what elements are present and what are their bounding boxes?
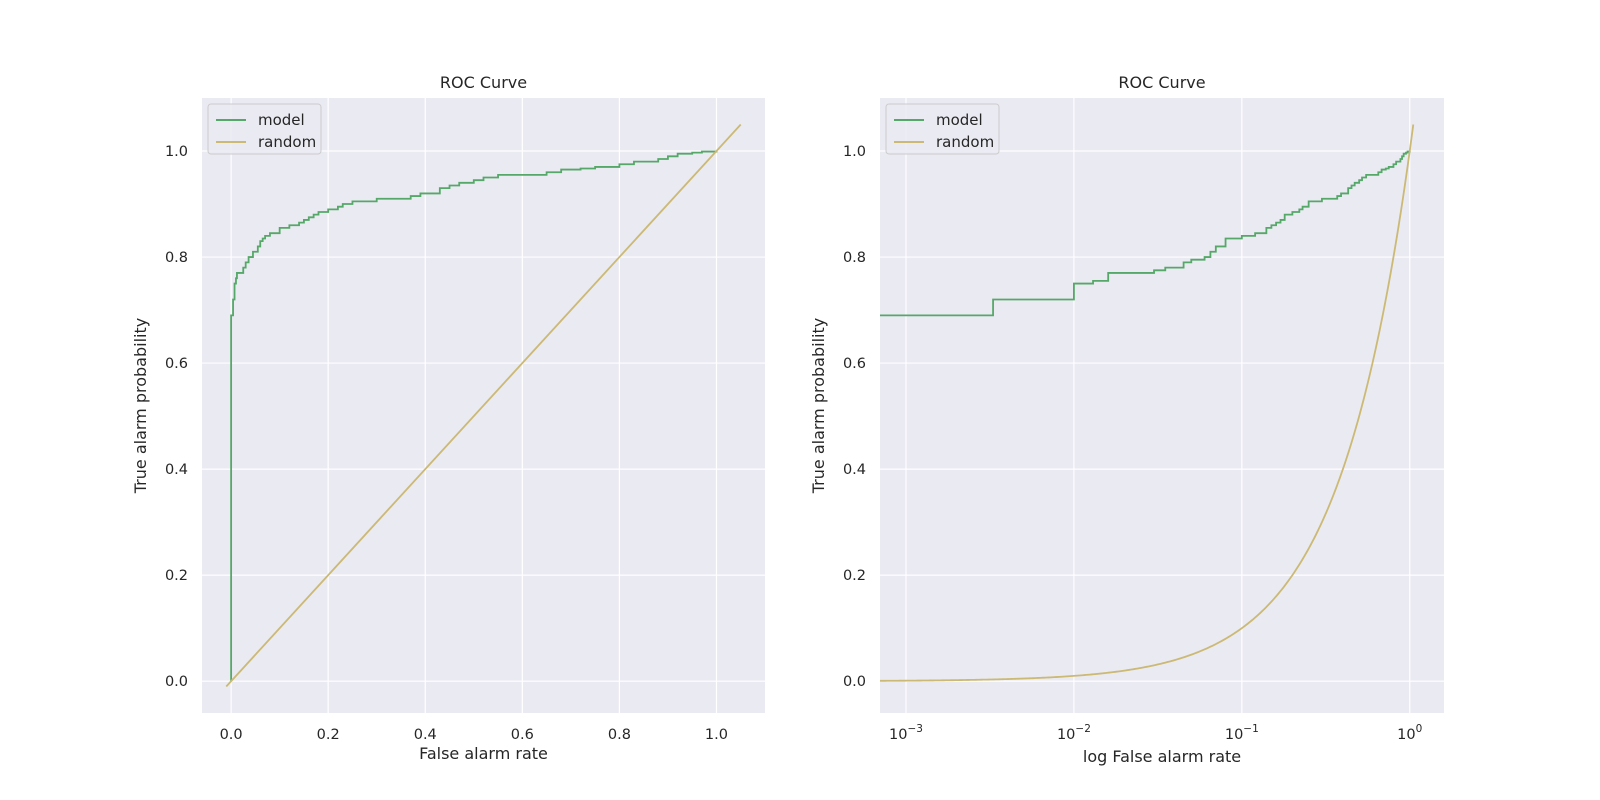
x-tick-label: 0.6 — [511, 727, 534, 743]
chart-panel-1: ROC Curve 0.0 0.2 0.4 0.6 0.8 1.0 0.0 0.2 0.4 0.6 0… — [131, 73, 765, 763]
y-tick-label: 0.8 — [843, 250, 866, 266]
y-axis-label: True alarm probability — [131, 318, 150, 494]
series-model-line — [230, 150, 718, 682]
x-axis-label: False alarm rate — [419, 744, 548, 763]
legend-label-random: random — [258, 133, 316, 151]
y-tick-label: 1.0 — [165, 144, 188, 160]
legend-label-model: model — [258, 111, 305, 129]
y-tick-label: 0.6 — [843, 356, 866, 372]
legend: model random — [885, 103, 1000, 155]
y-tick-label: 0.2 — [165, 568, 188, 584]
y-tick-label: 1.0 — [843, 144, 866, 160]
y-tick-label: 0.4 — [165, 462, 188, 478]
x-tick-label: 10−2 — [1057, 723, 1091, 743]
chart-panel-2: ROC Curve 10−3 10−2 10−1 100 0.0 0.2 0.4 0.6 0.8 1… — [809, 73, 1444, 766]
plot-background — [880, 98, 1444, 713]
x-tick-label: 0.2 — [317, 727, 340, 743]
chart-title: ROC Curve — [440, 73, 527, 92]
series-random-line — [880, 124, 1415, 682]
x-tick-exponent: −1 — [1243, 723, 1258, 735]
x-tick-label: 10−3 — [889, 723, 923, 743]
legend: model random — [207, 103, 322, 155]
x-tick-exponent: −2 — [1075, 723, 1090, 735]
x-tick-exponent: −3 — [907, 723, 922, 735]
x-tick-label: 0.4 — [414, 727, 437, 743]
legend-label-random: random — [936, 133, 994, 151]
y-tick-label: 0.4 — [843, 462, 866, 478]
legend-label-model: model — [936, 111, 983, 129]
x-tick-label: 0.0 — [220, 727, 243, 743]
y-tick-label: 0.0 — [165, 674, 188, 690]
series-random-line — [225, 123, 742, 688]
x-tick-label: 1.0 — [705, 727, 728, 743]
y-tick-label: 0.6 — [165, 356, 188, 372]
chart-title: ROC Curve — [1118, 73, 1205, 92]
x-tick-label: 100 — [1397, 723, 1422, 743]
y-tick-label: 0.0 — [843, 674, 866, 690]
x-tick-label: 10−1 — [1225, 723, 1259, 743]
y-tick-label: 0.8 — [165, 250, 188, 266]
y-axis-label: True alarm probability — [809, 318, 828, 494]
x-axis-label: log False alarm rate — [1083, 747, 1241, 766]
y-tick-label: 0.2 — [843, 568, 866, 584]
x-tick-exponent: 0 — [1416, 723, 1423, 735]
series-model-line — [880, 150, 1411, 317]
x-tick-label: 0.8 — [608, 727, 631, 743]
